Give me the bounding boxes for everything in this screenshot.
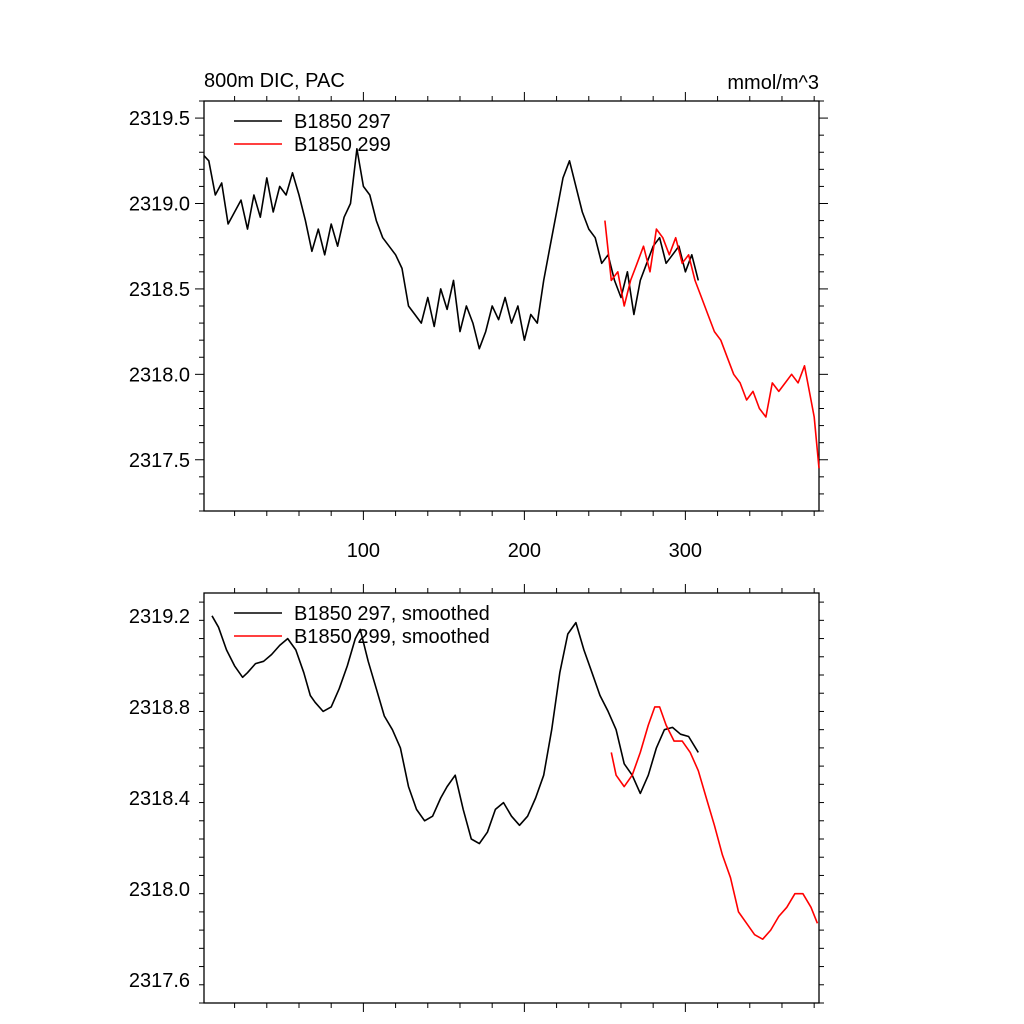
bottom-panel-ticks	[199, 584, 824, 1012]
top-panel-ticks	[195, 92, 828, 520]
bottom-panel-series	[211, 615, 819, 941]
top-panel-units: mmol/m^3	[727, 72, 819, 94]
bottom-panel-frame	[203, 592, 820, 1004]
bottom-panel-legend: B1850 297, smoothed B1850 299, smoothed	[234, 603, 490, 648]
top-panel-frame	[203, 100, 820, 512]
series-line-b1850-299	[604, 220, 820, 469]
top-panel-series	[203, 148, 820, 469]
y-tick-label: 2317.6	[129, 970, 190, 992]
legend-label: B1850 297, smoothed	[294, 603, 490, 625]
bottom-panel: 2317.6 2318.0 2318.4 2318.8 2319.2 B1850…	[129, 584, 824, 1012]
y-tick-label: 2319.2	[129, 606, 190, 628]
top-panel-y-tick-labels: 2317.5 2318.0 2318.5 2319.0 2319.5	[129, 108, 190, 472]
y-tick-label: 2319.0	[129, 194, 190, 216]
y-tick-label: 2319.5	[129, 108, 190, 130]
y-tick-label: 2318.5	[129, 279, 190, 301]
series-line-b1850-299-smoothed	[610, 706, 819, 941]
top-panel-title: 800m DIC, PAC	[204, 70, 345, 92]
legend-label: B1850 299	[294, 134, 391, 156]
y-tick-label: 2318.0	[129, 364, 190, 386]
x-tick-label: 300	[669, 540, 702, 562]
legend-label: B1850 299, smoothed	[294, 626, 490, 648]
legend-label: B1850 297	[294, 111, 391, 133]
series-line-b1850-297-smoothed	[211, 615, 699, 845]
top-panel-legend: B1850 297 B1850 299	[234, 111, 391, 156]
top-panel-x-tick-labels: 100 200 300	[347, 540, 702, 562]
y-tick-label: 2318.0	[129, 879, 190, 901]
y-tick-label: 2318.8	[129, 697, 190, 719]
x-tick-label: 100	[347, 540, 380, 562]
bottom-panel-y-tick-labels: 2317.6 2318.0 2318.4 2318.8 2319.2	[129, 606, 190, 992]
top-panel: 800m DIC, PAC mmol/m^3 100 200 300 2317.…	[129, 70, 828, 562]
y-tick-label: 2317.5	[129, 450, 190, 472]
y-tick-label: 2318.4	[129, 788, 190, 810]
series-line-b1850-297	[203, 148, 700, 350]
x-tick-label: 200	[508, 540, 541, 562]
